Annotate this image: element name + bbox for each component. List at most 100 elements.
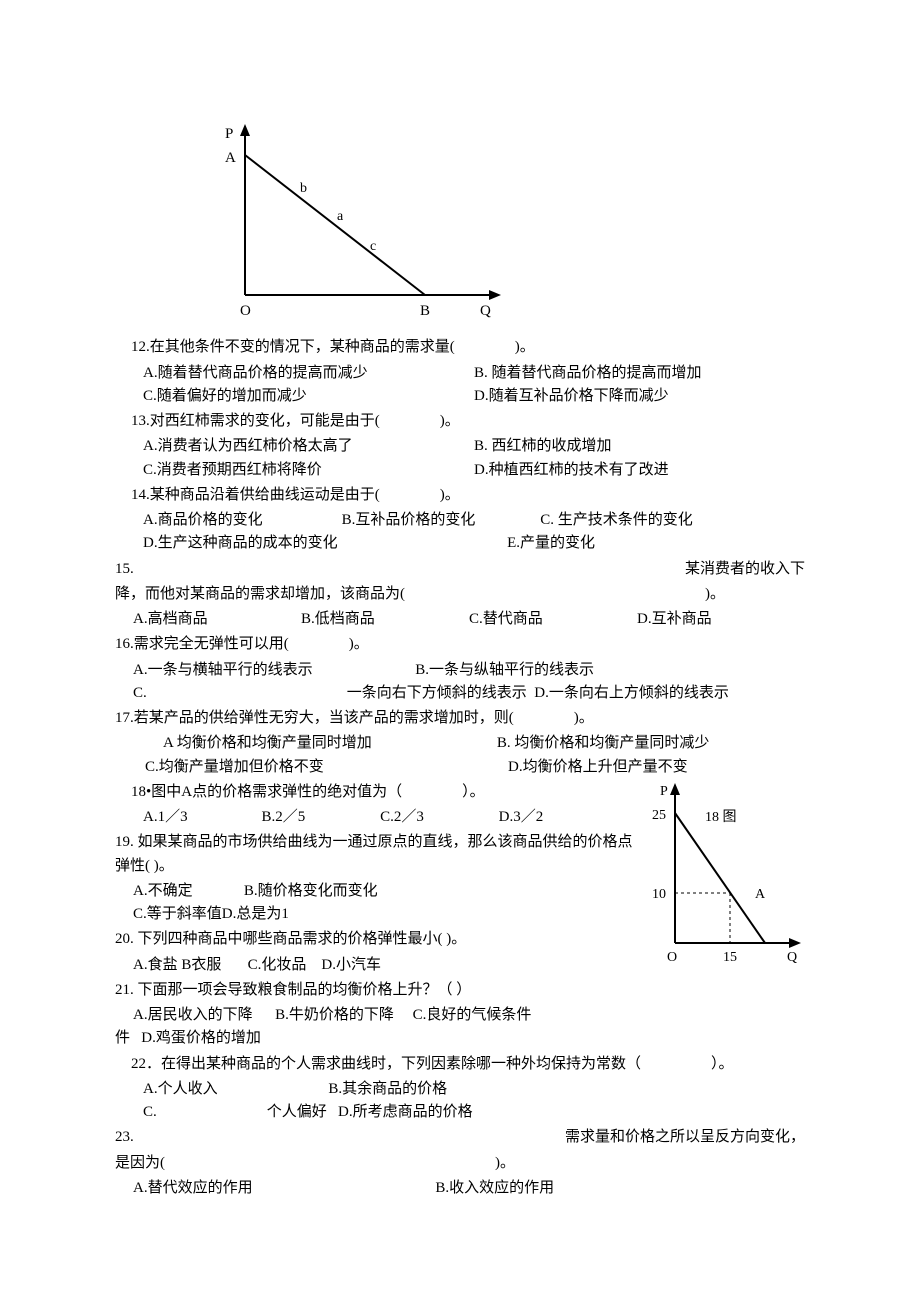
question-22: 22．在得出某种商品的个人需求曲线时，下列因素除哪一种外均保持为常数（ ）。 — [115, 1053, 805, 1076]
q17-options-2: C.均衡产量增加但价格不变 D.均衡价格上升但产量不变 — [115, 756, 805, 779]
q16-opt-b: B.一条与纵轴平行的线表示 — [415, 659, 805, 682]
q21-options-row1: A.居民收入的下降 B.牛奶价格的下降 C.良好的气候条件 — [115, 1004, 805, 1027]
q22-opt-c: 个人偏好 — [267, 1104, 327, 1120]
origin-label: O — [240, 303, 251, 319]
q15-lead: 某消费者的收入下 — [685, 558, 805, 581]
label-a: a — [337, 209, 344, 224]
q12-opt-b: B. 随着替代商品价格的提高而增加 — [474, 362, 805, 385]
q16-opt-c: 一条向右下方倾斜的线表示 — [347, 685, 527, 701]
demand-curve-diagram-2: P 25 18 图 10 A O 15 Q — [645, 783, 805, 981]
q20-opt-c: C.化妆品 — [248, 957, 307, 973]
q16-tail: )。 — [349, 636, 369, 652]
q13-options: A.消费者认为西红柿价格太高了 B. 西红柿的收成增加 C.消费者预期西红柿将降… — [115, 435, 805, 482]
q15-opt-a: A.高档商品 — [133, 608, 301, 631]
q13-tail: )。 — [440, 413, 460, 429]
svg-text:A: A — [755, 887, 766, 902]
demand-curve-diagram-1: P A O B Q b a c — [215, 120, 515, 328]
q16-options-row2: C.一条向右下方倾斜的线表示 D.一条向右上方倾斜的线表示 — [115, 682, 805, 705]
q23-head: 23. — [115, 1126, 134, 1149]
q22-opt-b: B.其余商品的价格 — [328, 1078, 805, 1101]
q17-opt-b: B. 均衡价格和均衡产量同时减少 — [497, 732, 805, 755]
q12-tail: )。 — [515, 339, 535, 355]
question-23: 23. 需求量和价格之所以呈反方向变化， — [115, 1126, 805, 1149]
q18-opt-c: C.2／3 — [380, 806, 499, 829]
question-12: 12.在其他条件不变的情况下，某种商品的需求量( )。 — [115, 336, 805, 359]
q17-opt-d: D.均衡价格上升但产量不变 — [508, 756, 805, 779]
q19-opt-a: A.不确定 — [133, 880, 244, 903]
q12-opt-a: A.随着替代商品价格的提高而减少 — [143, 362, 474, 385]
q14-opt-e: E.产量的变化 — [507, 532, 805, 555]
svg-text:O: O — [667, 950, 677, 965]
axis-p-label: P — [225, 126, 233, 142]
q17-tail: )。 — [574, 710, 594, 726]
q18-opt-d: D.3／2 — [499, 806, 618, 829]
q16-options-row1: A.一条与横轴平行的线表示 B.一条与纵轴平行的线表示 — [115, 659, 805, 682]
q23-opt-b: B.收入效应的作用 — [435, 1177, 805, 1200]
question-17: 17.若某产品的供给弹性无穷大，当该产品的需求增加时，则( )。 — [115, 707, 805, 730]
q14-options-row2: D.生产这种商品的成本的变化 E.产量的变化 — [115, 532, 805, 555]
label-b: b — [300, 181, 307, 196]
question-13: 13.对西红柿需求的变化，可能是由于()。 — [115, 410, 805, 433]
q18-options: A.1／3 B.2／5 C.2／3 D.3／2 — [115, 806, 637, 829]
q14-opt-d: D.生产这种商品的成本的变化 — [143, 532, 507, 555]
q16-text: 16.需求完全无弹性可以用( — [115, 636, 289, 652]
question-16: 16.需求完全无弹性可以用( )。 — [115, 633, 805, 656]
q16-opt-c-pre: C. — [133, 685, 147, 701]
q23-line2: 是因为()。 — [115, 1152, 805, 1175]
svg-text:P: P — [660, 784, 668, 799]
q12-options: A.随着替代商品价格的提高而减少 B. 随着替代商品价格的提高而增加 C.随着偏… — [115, 362, 805, 409]
point-b-label: B — [420, 303, 430, 319]
q23-lead: 需求量和价格之所以呈反方向变化， — [565, 1126, 805, 1149]
q18-text: 18•图中A点的价格需求弹性的绝对值为（ — [131, 784, 402, 800]
question-21: 21. 下面那一项会导致粮食制品的均衡价格上升？（ ） — [115, 979, 805, 1002]
svg-text:25: 25 — [652, 808, 666, 823]
q12-text: 12.在其他条件不变的情况下，某种商品的需求量( — [131, 339, 455, 355]
q20-opt-a: A.食盐 — [133, 957, 178, 973]
svg-text:15: 15 — [723, 950, 737, 965]
q15-opt-b: B.低档商品 — [301, 608, 469, 631]
q17-opt-a: A 均衡价格和均衡产量同时增加 — [163, 732, 497, 755]
q17-text: 17.若某产品的供给弹性无穷大，当该产品的需求增加时，则( — [115, 710, 514, 726]
q19-opt-d: D.总是为1 — [222, 906, 289, 922]
q19-opt-b: B.随价格变化而变化 — [244, 880, 637, 903]
q22-opt-a: A.个人收入 — [143, 1078, 328, 1101]
q15-line2: 降，而他对某商品的需求却增加，该商品为()。 — [115, 583, 805, 606]
q20-opt-b: B衣服 — [181, 957, 221, 973]
label-c: c — [370, 239, 376, 254]
q22-opt-c-pre: C. — [143, 1104, 157, 1120]
q14-opt-a: A.商品价格的变化 — [143, 509, 342, 532]
q20-text: 20. 下列四种商品中哪些商品需求的价格弹性最小( )。 — [115, 931, 466, 947]
q22-options-row2: C.个人偏好 D.所考虑商品的价格 — [115, 1101, 805, 1124]
q17-opt-c: C.均衡产量增加但价格不变 — [145, 756, 508, 779]
point-a-label: A — [225, 150, 236, 166]
q13-opt-a: A.消费者认为西红柿价格太高了 — [143, 435, 474, 458]
q15-opt-d: D.互补商品 — [637, 608, 805, 631]
q18-opt-a: A.1／3 — [143, 806, 262, 829]
q19-options-row1: A.不确定 B.随价格变化而变化 — [115, 880, 637, 903]
svg-text:10: 10 — [652, 887, 666, 902]
q21-opt-a: A.居民收入的下降 — [133, 1007, 253, 1023]
q12-opt-c: C.随着偏好的增加而减少 — [143, 385, 474, 408]
q21-text: 21. 下面那一项会导致粮食制品的均衡价格上升？（ ） — [115, 982, 471, 998]
q19-opt-c: C.等于斜率值 — [133, 906, 222, 922]
q22-options-row1: A.个人收入 B.其余商品的价格 — [115, 1078, 805, 1101]
q22-tail: ）。 — [711, 1056, 734, 1072]
q13-opt-c: C.消费者预期西红柿将降价 — [143, 459, 474, 482]
q18-tail: ）。 — [462, 784, 485, 800]
q13-opt-b: B. 西红柿的收成增加 — [474, 435, 805, 458]
axis-q-label: Q — [480, 303, 491, 319]
q17-options: A 均衡价格和均衡产量同时增加 B. 均衡价格和均衡产量同时减少 — [115, 732, 805, 755]
q13-opt-d: D.种植西红柿的技术有了改进 — [474, 459, 805, 482]
q20-opt-d: D.小汽车 — [321, 957, 381, 973]
question-15: 15. 某消费者的收入下 — [115, 558, 805, 581]
q15-options: A.高档商品 B.低档商品 C.替代商品 D.互补商品 — [115, 608, 805, 631]
q12-opt-d: D.随着互补品价格下降而减少 — [474, 385, 805, 408]
q23-opt-a: A.替代效应的作用 — [133, 1177, 435, 1200]
q22-text: 22．在得出某种商品的个人需求曲线时，下列因素除哪一种外均保持为常数（ — [131, 1056, 641, 1072]
q18-opt-b: B.2／5 — [262, 806, 381, 829]
q16-opt-a: A.一条与横轴平行的线表示 — [133, 659, 415, 682]
q21-opt-b: B.牛奶价格的下降 — [275, 1007, 394, 1023]
q14-options-row1: A.商品价格的变化 B.互补品价格的变化 C. 生产技术条件的变化 — [115, 509, 805, 532]
q21-options-row2: 件 D.鸡蛋价格的增加 — [115, 1027, 805, 1050]
q14-tail: )。 — [440, 487, 460, 503]
